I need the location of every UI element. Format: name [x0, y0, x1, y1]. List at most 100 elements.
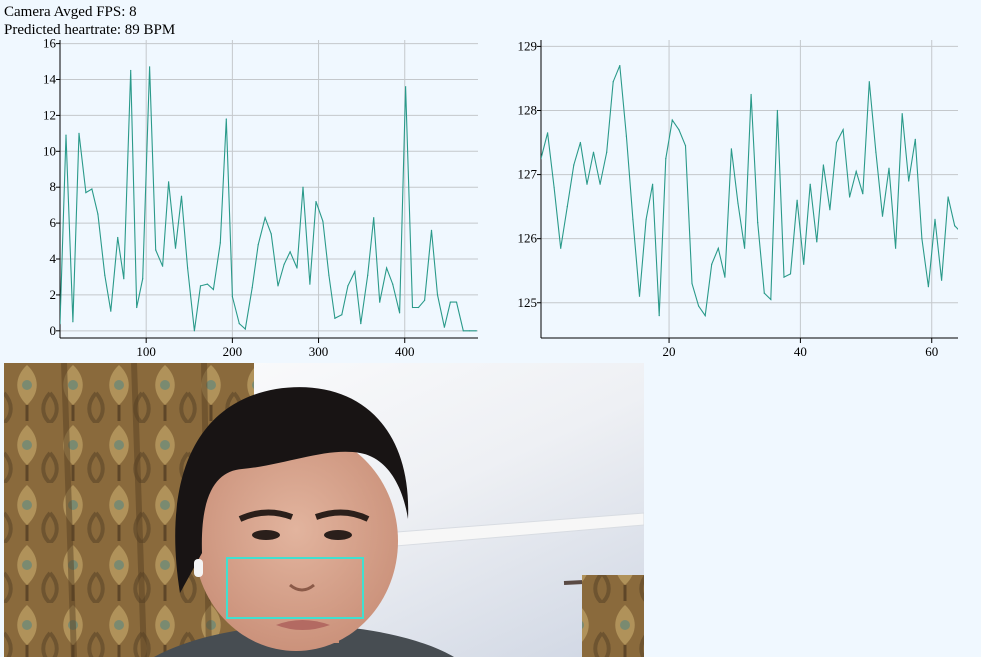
- data-point-7: [104, 274, 106, 276]
- data-point-21: [678, 129, 680, 131]
- filtered-signal-chart: 20 40 60 125 126 127 128 129: [518, 38, 958, 359]
- data-point-59: [436, 294, 439, 296]
- data-point-15: [155, 249, 157, 251]
- data-point-9: [117, 236, 119, 239]
- data-point-43: [334, 317, 336, 319]
- data-point-53: [888, 167, 890, 169]
- data-point-33: [270, 233, 272, 235]
- data-point-26: [225, 118, 227, 120]
- data-point-20: [671, 119, 673, 121]
- data-point-4: [566, 206, 568, 208]
- earbud: [194, 559, 203, 577]
- data-point-38: [789, 273, 792, 275]
- heartrate-value: 89: [124, 22, 140, 38]
- data-point-9: [599, 183, 601, 185]
- x-tick-label-3: 400: [395, 344, 415, 359]
- data-point-10: [123, 278, 125, 280]
- data-point-45: [835, 141, 838, 144]
- data-point-42: [328, 274, 330, 276]
- data-point-12: [619, 65, 621, 67]
- data-point-63: [462, 330, 464, 332]
- face-roi-box: [226, 557, 364, 619]
- data-point-18: [658, 315, 660, 317]
- data-point-51: [386, 267, 388, 269]
- data-point-62: [947, 196, 949, 198]
- data-point-31: [744, 247, 746, 249]
- data-point-64: [957, 228, 958, 230]
- y-tick-label-8: 16: [43, 36, 57, 51]
- data-point-28: [238, 323, 240, 325]
- data-point-5: [91, 188, 93, 190]
- data-point-54: [405, 86, 407, 88]
- data-point-16: [162, 265, 164, 267]
- data-point-36: [289, 251, 291, 253]
- data-point-3: [78, 132, 80, 134]
- data-point-17: [168, 181, 170, 183]
- data-point-47: [849, 196, 851, 198]
- series-line-0: [60, 66, 477, 332]
- person-mouth: [276, 620, 330, 630]
- data-point-61: [941, 279, 943, 281]
- data-point-7: [586, 183, 588, 185]
- data-point-60: [443, 326, 445, 328]
- data-point-26: [711, 263, 713, 265]
- x-tick-label-1: 40: [794, 344, 807, 359]
- data-point-40: [315, 201, 317, 203]
- data-point-31: [257, 244, 259, 246]
- y-tick-label-2: 127: [518, 167, 538, 182]
- data-point-40: [803, 263, 805, 265]
- y-tick-label-0: 125: [518, 295, 538, 310]
- person-face: [194, 431, 398, 651]
- x-tick-label-0: 20: [663, 344, 676, 359]
- camera-fps-readout: Camera Avged FPS: 8: [4, 3, 137, 21]
- data-point-36: [776, 109, 778, 112]
- y-tick-label-5: 10: [43, 143, 56, 158]
- data-point-8: [592, 151, 595, 153]
- x-tick-label-2: 60: [925, 344, 938, 359]
- data-point-39: [796, 199, 798, 201]
- data-point-1: [65, 134, 67, 136]
- data-point-0: [541, 158, 542, 160]
- data-point-49: [373, 217, 375, 219]
- data-point-46: [842, 129, 844, 131]
- data-point-56: [417, 306, 420, 309]
- data-point-47: [360, 323, 362, 325]
- data-point-57: [424, 299, 426, 301]
- data-point-0: [60, 323, 61, 325]
- data-point-41: [322, 220, 324, 222]
- data-point-64: [468, 330, 470, 332]
- data-point-22: [684, 145, 687, 147]
- data-point-23: [206, 283, 208, 285]
- data-point-19: [180, 195, 183, 197]
- data-point-2: [72, 321, 74, 323]
- data-point-39: [309, 283, 311, 285]
- raw-signal-chart: 100 200 300 400 0 2 4 6 8 10 12 14 16: [43, 36, 478, 359]
- data-point-11: [612, 81, 614, 83]
- y-tick-label-2: 4: [50, 251, 57, 266]
- series-line-0: [541, 65, 958, 318]
- data-point-6: [97, 213, 99, 215]
- data-point-4: [85, 192, 87, 194]
- data-point-16: [645, 218, 647, 220]
- data-point-62: [455, 301, 458, 303]
- data-point-25: [704, 315, 706, 317]
- data-point-33: [757, 222, 759, 224]
- data-point-35: [283, 263, 285, 265]
- data-point-14: [632, 218, 634, 220]
- data-point-58: [921, 238, 923, 240]
- y-tick-label-4: 8: [50, 179, 57, 194]
- data-point-63: [954, 225, 956, 227]
- data-point-32: [750, 93, 752, 96]
- data-point-15: [638, 295, 641, 297]
- data-point-54: [895, 247, 897, 249]
- data-point-32: [264, 217, 266, 219]
- data-point-55: [411, 306, 414, 309]
- data-point-43: [822, 164, 824, 166]
- data-point-53: [399, 312, 401, 314]
- data-point-8: [110, 310, 112, 312]
- data-point-38: [302, 186, 304, 188]
- data-point-28: [724, 276, 726, 278]
- data-point-48: [855, 170, 857, 172]
- data-point-13: [142, 278, 144, 280]
